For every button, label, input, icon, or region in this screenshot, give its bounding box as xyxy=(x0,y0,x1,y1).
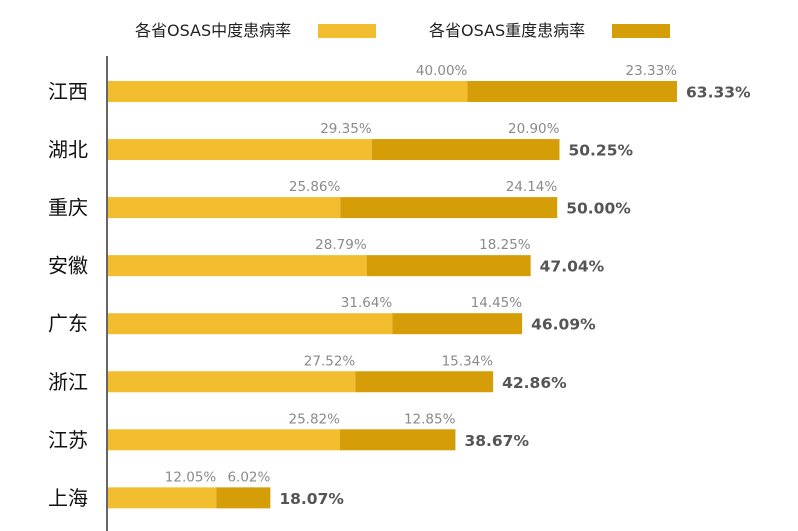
legend-label-1: 各省OSAS重度患病率 xyxy=(429,21,585,40)
segment-value-label: 25.82% xyxy=(289,411,341,427)
total-value-label: 38.67% xyxy=(464,432,529,450)
segment-value-label: 12.05% xyxy=(165,469,217,485)
segment-value-label: 18.25% xyxy=(479,237,531,253)
category-label: 江苏 xyxy=(48,428,88,452)
bar-segment-series-1 xyxy=(392,313,523,335)
bar-segment-series-0 xyxy=(108,313,393,335)
bar-segment-series-1 xyxy=(467,81,677,102)
segment-value-label: 40.00% xyxy=(416,63,468,79)
segment-value-label: 27.52% xyxy=(304,353,356,369)
segment-value-label: 25.86% xyxy=(289,179,341,195)
segment-value-label: 15.34% xyxy=(442,353,494,369)
total-value-label: 47.04% xyxy=(540,258,605,276)
total-value-label: 46.09% xyxy=(531,316,596,334)
legend-swatch-0 xyxy=(318,24,376,38)
category-label: 江西 xyxy=(48,80,88,104)
category-label: 重庆 xyxy=(48,196,88,220)
bars-group: 江西 40.00% 23.33% 63.33% 湖北 29.35% 20.90% 50.25%… xyxy=(48,63,751,510)
total-value-label: 50.00% xyxy=(566,200,631,218)
bar-segment-series-1 xyxy=(216,487,271,509)
bar-segment-series-0 xyxy=(108,81,468,102)
category-label: 广东 xyxy=(48,312,88,336)
segment-value-label: 20.90% xyxy=(508,121,560,137)
segment-value-label: 31.64% xyxy=(341,295,393,311)
bar-segment-series-1 xyxy=(371,139,560,161)
segment-value-label: 14.45% xyxy=(471,295,523,311)
segment-value-label: 12.85% xyxy=(404,411,456,427)
legend-label-0: 各省OSAS中度患病率 xyxy=(135,21,291,40)
bar-segment-series-0 xyxy=(108,255,367,277)
bar-segment-series-1 xyxy=(366,255,531,277)
segment-value-label: 24.14% xyxy=(506,179,558,195)
legend: 各省OSAS中度患病率 各省OSAS重度患病率 xyxy=(135,21,670,40)
category-label: 安徽 xyxy=(48,254,88,278)
total-value-label: 42.86% xyxy=(502,374,567,392)
legend-swatch-1 xyxy=(612,24,670,38)
bar-segment-series-1 xyxy=(355,371,494,393)
total-value-label: 63.33% xyxy=(686,84,751,102)
bar-segment-series-1 xyxy=(340,197,558,219)
category-label: 浙江 xyxy=(48,370,88,394)
bar-segment-series-0 xyxy=(108,139,372,161)
bar-segment-series-1 xyxy=(339,429,456,451)
segment-value-label: 23.33% xyxy=(626,63,678,79)
category-label: 上海 xyxy=(48,486,88,510)
bar-segment-series-0 xyxy=(108,487,217,509)
segment-value-label: 29.35% xyxy=(320,121,372,137)
total-value-label: 50.25% xyxy=(568,142,633,160)
total-value-label: 18.07% xyxy=(279,490,344,508)
bar-segment-series-0 xyxy=(108,429,340,451)
bar-segment-series-0 xyxy=(108,197,341,219)
bar-segment-series-0 xyxy=(108,371,356,393)
segment-value-label: 28.79% xyxy=(315,237,367,253)
segment-value-label: 6.02% xyxy=(227,469,270,485)
category-label: 湖北 xyxy=(48,138,88,162)
